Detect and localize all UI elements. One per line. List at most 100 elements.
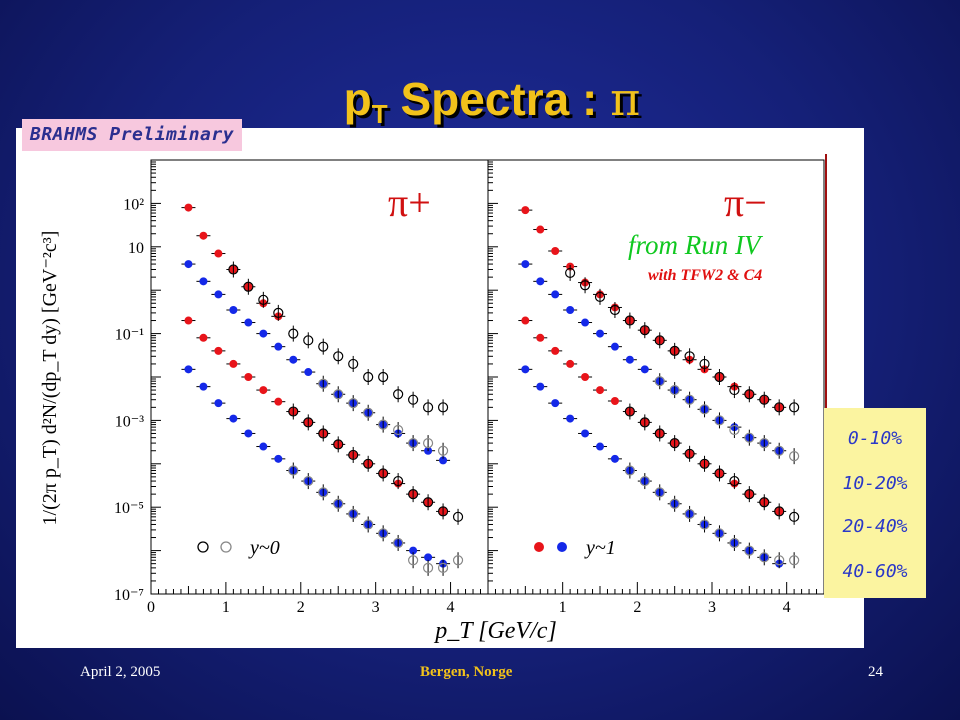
data-point-open <box>594 291 606 303</box>
data-point-open <box>759 437 770 449</box>
data-point-filled <box>274 454 283 463</box>
data-point-filled <box>184 260 193 269</box>
data-point-open <box>333 389 344 400</box>
data-point-open <box>422 497 434 508</box>
title-sub: T <box>371 99 388 129</box>
data-point-filled <box>259 329 268 338</box>
data-point-filled <box>259 442 268 451</box>
slide-title: pT Spectra : π <box>0 72 960 130</box>
data-point-filled <box>274 397 283 406</box>
data-point-open <box>699 458 710 469</box>
data-point-open <box>714 528 725 539</box>
data-point-filled <box>536 225 545 234</box>
data-point-open <box>654 376 665 387</box>
data-point-filled <box>199 277 208 286</box>
data-point-open <box>288 406 299 417</box>
data-point-open <box>437 402 449 413</box>
data-point-open <box>348 398 359 409</box>
brahms-preliminary-badge: BRAHMS Preliminary <box>22 119 243 151</box>
data-point-filled <box>551 346 560 355</box>
panel-frame <box>487 159 825 595</box>
centrality-label: 20-40% <box>842 516 908 537</box>
x-axis-label: p_T [GeV/c] <box>433 618 557 644</box>
y-tick-label: 10² <box>123 196 144 213</box>
legend-marker-open <box>220 541 232 553</box>
data-point-filled <box>244 373 253 381</box>
data-point-filled <box>610 454 619 463</box>
data-point-filled <box>409 546 418 555</box>
data-point-filled <box>581 318 590 327</box>
x-tick-label: 1 <box>559 599 567 616</box>
data-point-open <box>684 394 695 405</box>
y-tick-label: 10 <box>128 240 144 257</box>
data-point-filled <box>424 553 433 562</box>
data-point-open <box>789 555 800 566</box>
data-point-filled <box>184 203 193 212</box>
data-point-filled <box>521 206 530 215</box>
data-point-open <box>333 498 344 509</box>
panel-label: π+ <box>388 180 431 225</box>
data-point-open <box>408 394 419 405</box>
data-point-filled <box>536 333 545 342</box>
data-point-open <box>363 458 374 469</box>
title-main: p <box>343 73 372 125</box>
data-point-open <box>273 307 284 318</box>
data-point-filled <box>551 247 560 256</box>
data-point-open <box>363 371 374 383</box>
footer-page-number: 24 <box>868 664 883 680</box>
data-point-open <box>318 487 329 498</box>
data-point-filled <box>214 399 223 408</box>
data-point-open <box>378 468 389 479</box>
data-point-filled <box>521 260 530 269</box>
data-point-open <box>759 552 770 563</box>
data-point-open <box>378 419 389 430</box>
legend-label: y~1 <box>584 537 616 559</box>
data-point-open <box>348 449 359 461</box>
legend-label: y~0 <box>248 537 280 559</box>
data-point-filled <box>244 429 253 438</box>
data-point-open <box>774 555 785 566</box>
data-point-open <box>699 519 710 530</box>
title-rest: Spectra : <box>387 73 611 125</box>
data-point-open <box>789 511 800 522</box>
data-point-filled <box>274 342 283 351</box>
centrality-label: 0-10% <box>847 428 903 449</box>
data-point-filled <box>596 442 604 451</box>
data-point-open <box>303 335 314 346</box>
panel-annotation-sub: with TFW2 & C4 <box>648 267 762 284</box>
data-point-open <box>759 497 770 508</box>
data-point-filled <box>184 316 193 325</box>
data-point-open <box>437 506 449 517</box>
data-point-open <box>624 315 635 326</box>
data-point-filled <box>439 456 448 465</box>
data-point-open <box>624 406 635 417</box>
x-tick-label: 4 <box>783 599 791 616</box>
panel-label: π− <box>724 180 767 225</box>
data-point-open <box>714 468 725 479</box>
data-point-open <box>348 508 359 520</box>
data-point-filled <box>610 342 619 351</box>
data-point-open <box>422 562 434 573</box>
data-point-open <box>699 404 710 415</box>
data-point-open <box>318 428 329 439</box>
data-point-open <box>669 345 680 356</box>
data-point-open <box>684 351 695 362</box>
data-point-open <box>437 445 449 456</box>
data-point-open <box>363 407 374 418</box>
spectra-chart: 0 1 2 3 4 π+ 1 2 3 4 π− from Run IV with TFW2 & C4 10… <box>39 154 827 644</box>
data-point-open <box>774 506 785 517</box>
data-point-open <box>393 475 404 487</box>
data-point-filled <box>289 355 298 364</box>
x-tick-label: 1 <box>222 599 230 616</box>
legend-marker-filled <box>534 542 544 552</box>
data-point-filled <box>214 249 223 258</box>
data-point-filled <box>625 355 634 364</box>
data-point-open <box>378 528 389 539</box>
data-point-filled <box>581 429 590 438</box>
x-tick-label: 4 <box>447 599 455 616</box>
data-point-filled <box>566 414 575 423</box>
x-tick-label: 3 <box>372 599 380 616</box>
panel-frame <box>150 159 489 595</box>
data-point-open <box>684 508 695 520</box>
data-point-open <box>654 428 665 439</box>
